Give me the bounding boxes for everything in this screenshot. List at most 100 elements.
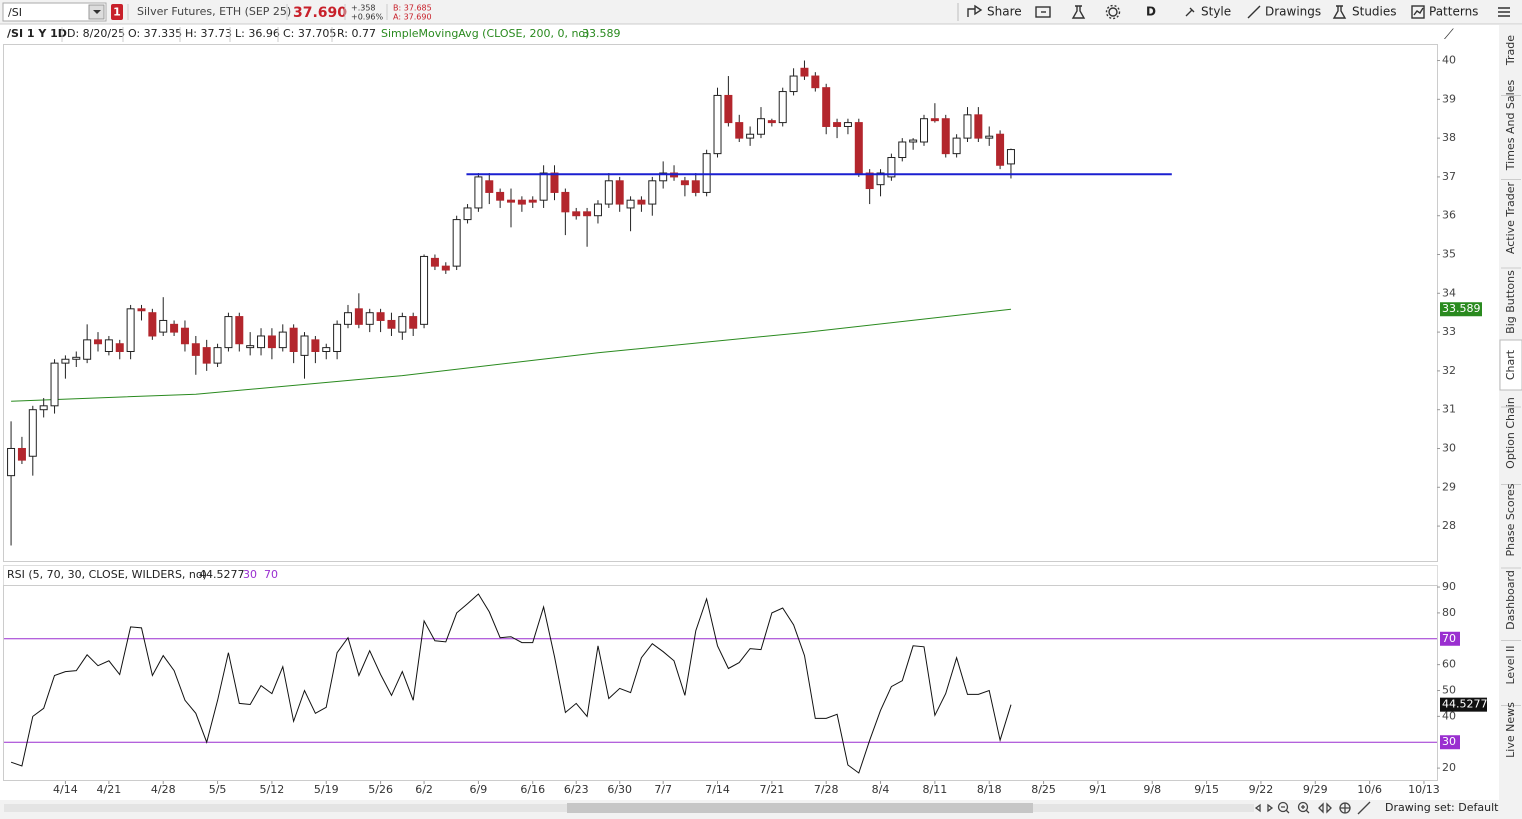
candle-body bbox=[898, 141, 907, 159]
candle-body bbox=[72, 356, 81, 360]
side-tab[interactable]: Dashboard bbox=[1504, 570, 1517, 630]
rsi-band-badge-label: 70 bbox=[1442, 632, 1456, 645]
x-tick-label: 9/22 bbox=[1249, 783, 1274, 796]
sma-badge-label: 33.589 bbox=[1442, 302, 1481, 315]
scroll-thumb[interactable] bbox=[567, 803, 1033, 813]
x-tick-label: 4/14 bbox=[53, 783, 78, 796]
side-tabs bbox=[1499, 25, 1522, 819]
rsi-oversold-label: 30 bbox=[243, 568, 257, 581]
side-tab-active bbox=[1499, 339, 1522, 391]
rsi-band-badge-label: 30 bbox=[1442, 735, 1456, 748]
candle-body bbox=[474, 176, 483, 209]
candle-body bbox=[257, 335, 266, 349]
x-tick-label: 9/29 bbox=[1303, 783, 1328, 796]
y-tick-label: 34 bbox=[1442, 286, 1456, 299]
candle-body bbox=[28, 409, 37, 457]
symbol[interactable]: /SI bbox=[8, 6, 22, 19]
x-tick-label: 8/25 bbox=[1031, 783, 1056, 796]
candle-body bbox=[61, 358, 70, 364]
rsi-band-badge bbox=[1440, 631, 1460, 646]
side-tab[interactable]: Times And Sales bbox=[1504, 80, 1517, 172]
zoom-controls[interactable] bbox=[1254, 801, 1371, 815]
side-tab[interactable]: Big Buttons bbox=[1504, 270, 1517, 334]
share-button[interactable]: Share bbox=[987, 5, 1022, 19]
candle-body bbox=[811, 75, 820, 89]
candle-body bbox=[659, 172, 668, 182]
x-tick-label: 6/23 bbox=[564, 783, 589, 796]
x-tick-label: 7/7 bbox=[654, 783, 672, 796]
y-tick-label: 39 bbox=[1442, 92, 1456, 105]
header-field: H: 37.73 bbox=[185, 27, 232, 40]
side-tab[interactable]: Active Trader bbox=[1504, 181, 1517, 254]
aggregation-button[interactable]: D bbox=[1146, 5, 1156, 19]
candle-body bbox=[213, 347, 222, 364]
style-button[interactable]: Style bbox=[1201, 5, 1231, 19]
candle-body bbox=[985, 135, 994, 139]
candle-body bbox=[376, 312, 385, 321]
drawing-set[interactable]: Drawing set: Default bbox=[1385, 801, 1499, 814]
candle-body bbox=[463, 207, 472, 221]
candle-body bbox=[17, 447, 26, 461]
rsi-band-badge bbox=[1440, 735, 1460, 750]
candle-body bbox=[322, 347, 331, 352]
study-name: SimpleMovingAvg (CLOSE, 200, 0, no) bbox=[381, 27, 589, 40]
candle-body bbox=[756, 118, 765, 135]
candle-body bbox=[930, 118, 939, 122]
x-tick-label: 5/26 bbox=[368, 783, 393, 796]
candle-body bbox=[170, 323, 179, 333]
candle-body bbox=[920, 118, 929, 143]
candle-body bbox=[398, 316, 407, 333]
y-tick-label: 30 bbox=[1442, 441, 1456, 454]
y-tick-label: 33 bbox=[1442, 325, 1456, 338]
side-tab[interactable]: Trade bbox=[1504, 35, 1517, 66]
candle-body bbox=[441, 265, 450, 271]
candle-body bbox=[800, 67, 809, 77]
candle-body bbox=[1006, 149, 1015, 165]
header-field: L: 36.96 bbox=[235, 27, 280, 40]
x-tick-label: 8/18 bbox=[977, 783, 1002, 796]
y-tick-label: 60 bbox=[1442, 658, 1456, 671]
candle-body bbox=[637, 199, 646, 205]
alert-badge[interactable] bbox=[111, 4, 123, 20]
candle-body bbox=[496, 191, 505, 201]
sma-badge bbox=[1440, 302, 1482, 317]
candle-body bbox=[180, 327, 189, 345]
side-tab[interactable]: Option Chain bbox=[1504, 397, 1517, 469]
candle-body bbox=[854, 122, 863, 174]
side-tab[interactable]: Live News bbox=[1504, 702, 1517, 758]
rsi-value-badge bbox=[1440, 697, 1487, 712]
chart-mode-icon[interactable]: ⟋ bbox=[1444, 27, 1454, 43]
candle-body bbox=[550, 172, 559, 193]
candle-body bbox=[778, 91, 787, 124]
y-tick-label: 35 bbox=[1442, 248, 1456, 261]
studies-button[interactable]: Studies bbox=[1352, 5, 1397, 19]
x-tick-label: 8/4 bbox=[872, 783, 890, 796]
x-tick-label: 9/1 bbox=[1089, 783, 1107, 796]
candle-body bbox=[126, 308, 135, 352]
ask: A: 37.690 bbox=[393, 13, 432, 22]
patterns-button[interactable]: Patterns bbox=[1429, 5, 1478, 19]
candle-body bbox=[528, 199, 537, 203]
candle-body bbox=[583, 211, 592, 217]
candle-body bbox=[941, 118, 950, 155]
candle-body bbox=[430, 257, 439, 267]
drawings-button[interactable]: Drawings bbox=[1265, 5, 1321, 19]
x-tick-label: 7/28 bbox=[814, 783, 839, 796]
candle-body bbox=[311, 339, 320, 352]
candle-body bbox=[137, 308, 146, 312]
candle-body bbox=[224, 316, 233, 349]
candle-body bbox=[593, 203, 602, 217]
candle-body bbox=[235, 316, 244, 345]
candle-body bbox=[887, 157, 896, 178]
y-tick-label: 31 bbox=[1442, 403, 1456, 416]
candle-body bbox=[115, 343, 124, 352]
side-tab[interactable]: Level II bbox=[1504, 645, 1517, 684]
side-tab[interactable]: Phase Scores bbox=[1504, 483, 1517, 556]
candle-body bbox=[963, 114, 972, 139]
toolbar bbox=[0, 0, 1522, 24]
symbol-input[interactable] bbox=[2, 2, 107, 22]
header-field: C: 37.705 bbox=[283, 27, 336, 40]
candle-body bbox=[539, 172, 548, 201]
candle-body bbox=[354, 308, 363, 325]
side-tab[interactable]: Chart bbox=[1504, 349, 1517, 380]
